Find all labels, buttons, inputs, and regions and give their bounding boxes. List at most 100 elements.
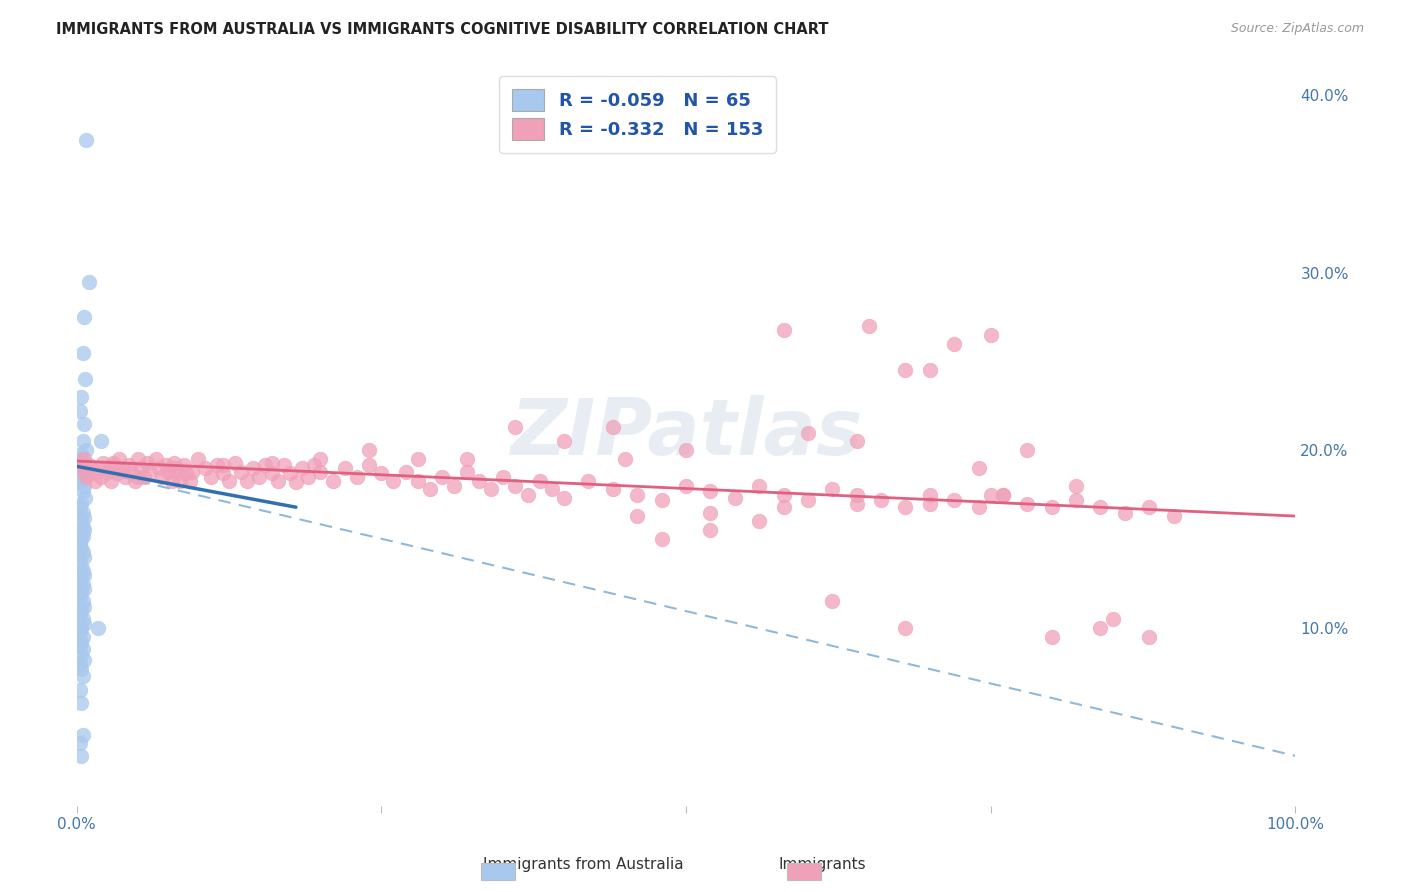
Point <box>187 452 209 467</box>
Point <box>75 372 97 386</box>
Point <box>100 474 122 488</box>
Point <box>870 493 893 508</box>
Point <box>395 465 418 479</box>
Point <box>75 465 97 479</box>
Text: IMMIGRANTS FROM AUSTRALIA VS IMMIGRANTS COGNITIVE DISABILITY CORRELATION CHART: IMMIGRANTS FROM AUSTRALIA VS IMMIGRANTS … <box>56 22 828 37</box>
Point <box>845 488 868 502</box>
Point <box>72 434 94 449</box>
Point <box>1090 500 1112 515</box>
Point <box>93 456 115 470</box>
Point <box>72 461 94 475</box>
Point <box>72 528 94 542</box>
Point <box>148 461 170 475</box>
Point <box>675 479 697 493</box>
Point <box>626 509 648 524</box>
Point <box>1137 500 1160 515</box>
Point <box>77 275 100 289</box>
Point <box>69 683 91 698</box>
Point <box>70 603 93 617</box>
Point <box>70 390 93 404</box>
Point <box>699 523 721 537</box>
Legend: R = -0.059   N = 65, R = -0.332   N = 153: R = -0.059 N = 65, R = -0.332 N = 153 <box>499 76 776 153</box>
Point <box>163 456 186 470</box>
Point <box>359 443 381 458</box>
Point <box>211 467 233 481</box>
Point <box>73 452 96 467</box>
Point <box>1064 493 1087 508</box>
Point <box>69 624 91 639</box>
Point <box>346 470 368 484</box>
Point <box>72 576 94 591</box>
Point <box>90 470 112 484</box>
Point <box>943 336 966 351</box>
Point <box>70 635 93 649</box>
Point <box>181 465 204 479</box>
Point <box>266 474 288 488</box>
Point <box>156 465 179 479</box>
Point <box>772 488 794 502</box>
Point <box>370 467 392 481</box>
Point <box>155 458 177 472</box>
Point <box>845 497 868 511</box>
Point <box>651 493 673 508</box>
Point <box>69 736 91 750</box>
Point <box>797 493 820 508</box>
Point <box>699 506 721 520</box>
Point <box>797 425 820 440</box>
Point <box>260 456 283 470</box>
Point <box>129 461 152 475</box>
Text: Source: ZipAtlas.com: Source: ZipAtlas.com <box>1230 22 1364 36</box>
Point <box>406 474 429 488</box>
Point <box>309 465 332 479</box>
Point <box>75 470 97 484</box>
Point <box>1090 621 1112 635</box>
Point <box>101 458 124 472</box>
Point <box>626 488 648 502</box>
Point <box>1064 479 1087 493</box>
Point <box>69 475 91 490</box>
Point <box>456 452 478 467</box>
Point <box>132 470 155 484</box>
Point <box>578 474 600 488</box>
Point <box>614 452 637 467</box>
Point <box>120 465 142 479</box>
Point <box>529 474 551 488</box>
Point <box>70 532 93 546</box>
Point <box>602 483 624 497</box>
Point <box>136 456 159 470</box>
Point <box>105 467 128 481</box>
Point <box>224 456 246 470</box>
Point <box>432 470 454 484</box>
Point <box>1017 443 1039 458</box>
Point <box>73 458 96 472</box>
Point <box>70 515 93 529</box>
Point <box>602 420 624 434</box>
Point <box>1137 630 1160 644</box>
Point <box>541 483 564 497</box>
Point <box>166 465 188 479</box>
Point <box>70 621 93 635</box>
Point <box>675 443 697 458</box>
Point <box>699 484 721 499</box>
Point <box>748 515 770 529</box>
Point <box>70 662 93 676</box>
Point <box>72 642 94 657</box>
Point <box>724 491 747 506</box>
Point <box>73 599 96 614</box>
Text: Immigrants from Australia: Immigrants from Australia <box>484 857 683 872</box>
Point <box>918 363 941 377</box>
Point <box>80 467 103 481</box>
Point <box>72 465 94 479</box>
Point <box>70 748 93 763</box>
Point <box>73 549 96 564</box>
Point <box>163 461 186 475</box>
Point <box>70 558 93 573</box>
Point <box>304 458 326 472</box>
Point <box>553 491 575 506</box>
Point <box>75 132 97 146</box>
Point <box>108 452 131 467</box>
Point <box>918 488 941 502</box>
Point <box>242 461 264 475</box>
Point <box>69 404 91 418</box>
Point <box>821 483 844 497</box>
